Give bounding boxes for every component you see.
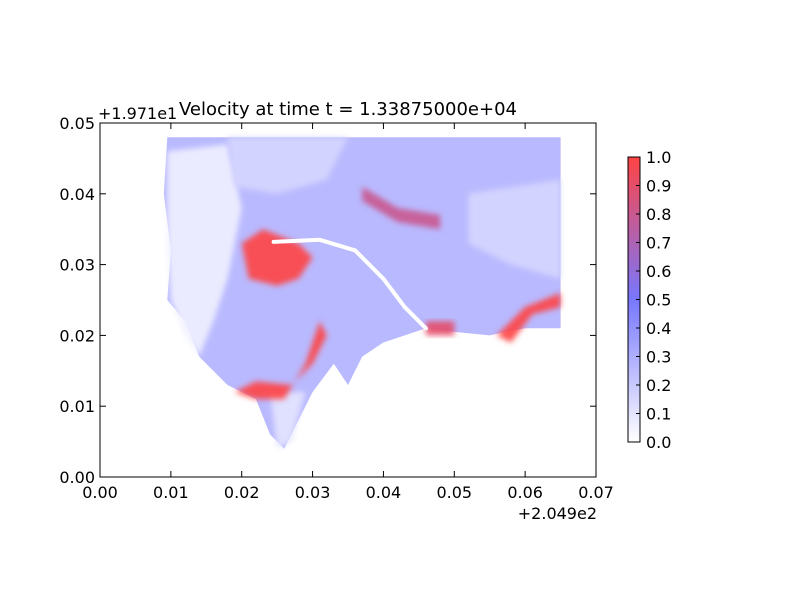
chart-title: Velocity at time t = 1.33875000e+04 [179,99,517,120]
colorbar-tick-label: 0.7 [646,234,671,253]
colorbar-tick-label: 0.3 [646,348,671,367]
colorbar-tick-label: 1.0 [646,148,671,167]
region-high-north [362,186,441,230]
region-low-west [167,144,242,357]
x-tick-label: 0.03 [295,483,331,502]
y-tick-label: 0.00 [59,468,95,487]
colorbar-ticks: 0.0 0.1 0.2 0.3 0.4 0.5 0.6 0.7 0.8 0.9 1.0 [636,148,671,452]
x-tick-label: 0.00 [82,483,118,502]
x-tick-label: 0.02 [224,483,260,502]
y-offset-label: +1.971e1 [98,104,177,123]
region-high-south-shore [234,321,327,400]
y-tick-label: 0.05 [59,114,95,133]
region-high-center [241,229,313,286]
colorbar-tick-label: 0.2 [646,376,671,395]
y-tick-label: 0.01 [59,397,95,416]
colorbar-tick-label: 0.1 [646,405,671,424]
colorbar: 0.0 0.1 0.2 0.3 0.4 0.5 0.6 0.7 0.8 0.9 1.0 [627,148,671,452]
colorbar-tick-label: 0.4 [646,319,671,338]
region-high-mid [425,321,455,336]
channel-line [271,237,428,331]
axes-frame [99,122,597,478]
y-tick-label: 0.03 [59,256,95,275]
y-axis: 0.00 0.01 0.02 0.03 0.04 0.05 [59,114,596,487]
colorbar-tick-label: 0.0 [646,433,671,452]
plot-area: 0.00 0.01 0.02 0.03 0.04 0.05 0.06 0.07 0.000.0… [59,114,613,502]
x-axis: 0.00 0.01 0.02 0.03 0.04 0.05 0.06 0.07 [82,123,614,502]
colorbar-tick-label: 0.9 [646,177,671,196]
y-tick-label: 0.04 [59,185,95,204]
x-tick-label: 0.05 [436,483,472,502]
x-tick-label: 0.01 [153,483,189,502]
region-low-south [270,392,306,449]
colorbar-tick-label: 0.6 [646,262,671,281]
region-high-east [496,292,561,343]
y-tick-label: 0.02 [59,326,95,345]
colorbar-tick-label: 0.5 [646,291,671,310]
x-tick-label: 0.06 [507,483,543,502]
colorbar-tick-label: 0.8 [646,205,671,224]
region-low-north [227,137,348,194]
heatmap-field [163,137,561,449]
x-tick-label: 0.04 [366,483,402,502]
region-domain [163,137,561,449]
region-low-east [468,179,561,279]
x-tick-label: 0.07 [578,483,614,502]
x-offset-label: +2.049e2 [518,504,597,523]
